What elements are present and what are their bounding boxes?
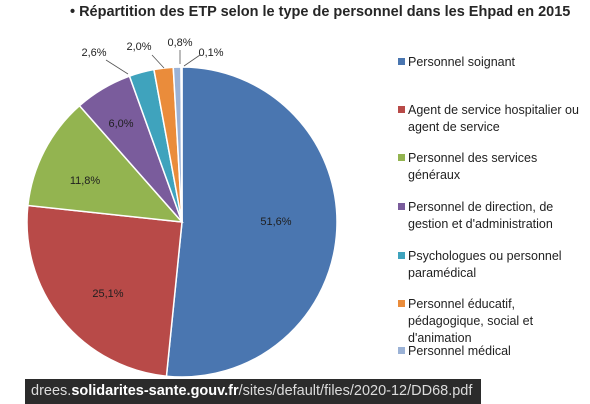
slice-label-2: 25,1% (92, 288, 123, 300)
legend-item-personnel-soignant: Personnel soignant (398, 55, 516, 69)
legend-swatch (398, 58, 405, 65)
legend-label: Personnel médical (408, 344, 511, 358)
legend-label: Personnel de direction, de (408, 200, 553, 214)
leader-lines (105, 50, 201, 75)
legend-item-psychologues-ou-personnel-paramedical: Psychologues ou personnel paramédical (398, 249, 562, 280)
legend-label: Psychologues ou personnel (408, 249, 562, 263)
source-url-prefix: drees. (31, 383, 72, 399)
chart-title-text: Répartition des ETP selon le type de per… (79, 4, 571, 20)
legend-item-personnel-de-direction-de-gestion-et-d-administration: Personnel de direction, de gestion et d'a… (398, 200, 553, 231)
legend-label: agent de service (408, 120, 500, 134)
source-url-domain: solidarites-sante.gouv.fr (71, 383, 239, 399)
legend-swatch (398, 252, 405, 259)
legend-label: Personnel éducatif, (408, 297, 515, 311)
legend-swatch (398, 154, 405, 161)
pie-slice-autre (180, 66, 183, 223)
pie-slice-agent-de-service-hospitalier-ou-agent-de-service (26, 204, 183, 378)
legend-swatch (398, 347, 405, 354)
legend-label: généraux (408, 168, 461, 182)
legend-swatch (398, 300, 405, 307)
legend-label: pédagogique, social et (408, 314, 534, 328)
leader-line-5 (105, 59, 129, 75)
source-url-path: /sites/default/files/2020-12/DD68.pdf (238, 383, 473, 399)
legend-label: gestion et d'administration (408, 217, 553, 231)
legend-item-personnel-des-services-generaux: Personnel des services généraux (398, 151, 537, 182)
slice-label-1: 51,6% (260, 216, 291, 228)
pie-slice-personnel-des-services-generaux (27, 104, 184, 223)
pie-slices (26, 66, 338, 378)
slice-label-5: 2,6% (81, 47, 106, 59)
legend-label: Agent de service hospitalier ou (408, 103, 579, 117)
slice-labels: 51,6% 25,1% 11,8% 6,0% 2,6% 2,0% 0,8% 0,1% (70, 37, 292, 300)
legend-swatch (398, 106, 405, 113)
source-url-banner[interactable]: drees.solidarites-sante.gouv.fr/sites/de… (25, 379, 481, 404)
title-bullet: • (70, 4, 76, 20)
pie-slice-personnel-soignant (165, 66, 338, 378)
legend: Personnel soignant Agent de service hospi… (398, 55, 579, 358)
chart-title: • Répartition des ETP selon le type de pe… (70, 4, 570, 20)
slice-label-4: 6,0% (108, 118, 133, 130)
slice-label-8: 0,1% (198, 47, 223, 59)
slice-label-3: 11,8% (70, 175, 101, 187)
slice-label-6: 2,0% (126, 41, 151, 53)
legend-label: Personnel soignant (408, 55, 516, 69)
leader-line-6 (151, 54, 165, 69)
pie-chart: 51,6% 25,1% 11,8% 6,0% 2,6% 2,0% 0,8% 0,1% Pers… (26, 37, 579, 378)
leader-line-8 (183, 54, 201, 67)
legend-label: Personnel des services (408, 151, 537, 165)
legend-swatch (398, 203, 405, 210)
slice-label-7: 0,8% (167, 37, 192, 49)
legend-label: d'animation (408, 331, 472, 345)
legend-item-personnel-medical: Personnel médical (398, 344, 511, 358)
legend-item-agent-de-service-hospitalier-ou-agent-de-service: Agent de service hospitalier ou agent de … (398, 103, 579, 134)
legend-label: paramédical (408, 266, 476, 280)
legend-item-personnel-educatif-pedagogique-social-et-d-animation: Personnel éducatif, pédagogique, social e… (398, 297, 534, 345)
